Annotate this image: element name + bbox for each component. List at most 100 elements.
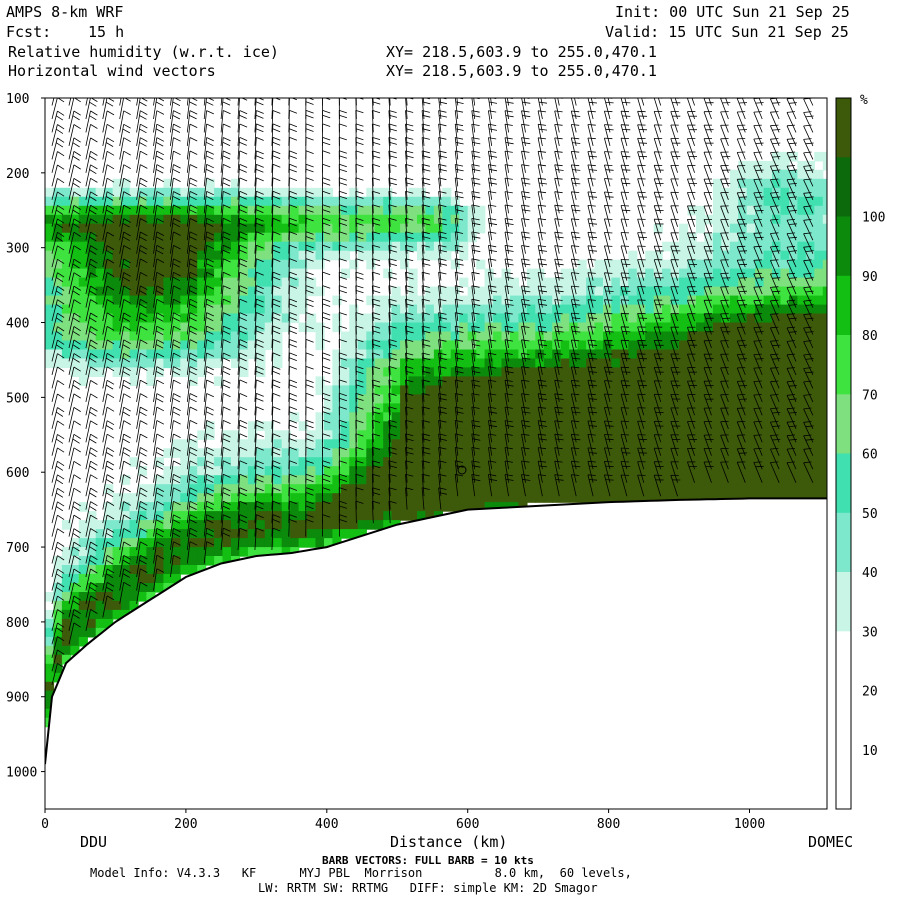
rh-cell <box>501 493 511 503</box>
wind-barb <box>102 272 108 295</box>
rh-cell <box>510 430 520 440</box>
rh-cell <box>129 502 139 512</box>
rh-cell <box>493 340 503 351</box>
wind-barb <box>51 447 58 470</box>
wind-barb-flag <box>405 298 414 302</box>
rh-cell <box>459 358 469 369</box>
rh-cell <box>154 367 164 377</box>
rh-cell <box>721 367 731 377</box>
rh-cell <box>324 457 334 467</box>
rh-cell <box>197 259 207 270</box>
wind-barb-flag <box>140 258 148 264</box>
rh-cell <box>307 439 317 449</box>
wind-barb-flag <box>322 150 331 154</box>
rh-cell <box>315 241 325 252</box>
rh-cell <box>611 385 621 395</box>
wind-barb-flag <box>205 370 214 376</box>
wind-barb-flag <box>272 204 281 209</box>
rh-cell <box>222 196 232 207</box>
wind-barb-flag <box>172 115 181 120</box>
wind-barb-flag <box>189 290 197 295</box>
rh-cell <box>696 205 706 216</box>
wind-barb <box>51 380 58 402</box>
rh-cell <box>662 322 672 333</box>
wind-barb <box>102 568 108 591</box>
rh-cell <box>670 412 680 422</box>
rh-cell <box>163 358 173 369</box>
wind-barb-flag <box>322 137 331 141</box>
rh-cell <box>324 187 334 198</box>
rh-cell <box>239 439 249 449</box>
rh-cell <box>87 358 97 369</box>
rh-cell <box>112 187 122 198</box>
rh-cell <box>704 439 714 449</box>
wind-barb <box>237 123 241 146</box>
rh-cell <box>645 322 655 333</box>
rh-cell <box>180 475 190 485</box>
wind-barb <box>51 232 58 254</box>
rh-cell <box>425 331 435 342</box>
rh-cell <box>357 475 367 485</box>
rh-cell <box>425 412 435 422</box>
wind-barb <box>203 474 207 497</box>
wind-barb <box>119 326 125 349</box>
wind-barb <box>136 514 141 537</box>
rh-cell <box>653 259 663 270</box>
wind-barb-flag <box>206 339 214 344</box>
wind-barb-flag <box>205 411 214 416</box>
wind-barb <box>254 98 256 106</box>
wind-barb-flag <box>106 218 115 224</box>
rh-cell <box>746 214 756 225</box>
rh-cell <box>188 304 198 315</box>
wind-barb-flag <box>223 137 231 142</box>
valid-time: Valid: 15 UTC Sun 21 Sep 25 <box>605 23 849 41</box>
rh-cell <box>171 448 181 458</box>
rh-cell <box>383 466 393 476</box>
wind-barb <box>220 501 224 524</box>
rh-cell <box>450 196 460 207</box>
rh-cell <box>357 349 367 360</box>
rh-cell <box>501 430 511 440</box>
wind-barb-flag <box>57 514 65 520</box>
rh-cell <box>493 304 503 315</box>
rh-cell <box>298 466 308 476</box>
rh-cell <box>357 412 367 422</box>
rh-cell <box>205 205 215 216</box>
wind-barb-flag <box>239 492 247 497</box>
wind-barb <box>51 582 58 604</box>
rh-cell <box>594 493 604 503</box>
rh-cell <box>222 187 232 198</box>
wind-barb-flag <box>222 101 231 106</box>
rh-cell <box>729 484 739 494</box>
rh-cell <box>729 475 739 485</box>
wind-barb <box>85 178 91 200</box>
rh-cell <box>366 511 376 521</box>
wind-barb-flag <box>405 339 414 342</box>
rh-cell <box>349 385 359 395</box>
rh-cell <box>129 556 139 566</box>
rh-cell <box>374 475 384 485</box>
rh-cell <box>687 421 697 431</box>
wind-barb-flag <box>289 446 298 451</box>
rh-cell <box>417 511 427 521</box>
rh-cell <box>552 340 562 351</box>
wind-barb-flag <box>207 98 214 101</box>
rh-cell <box>721 331 731 342</box>
wind-barb-flag <box>57 353 65 359</box>
rh-cell <box>121 547 131 557</box>
rh-cell <box>704 466 714 476</box>
wind-barb <box>220 366 224 389</box>
wind-barb <box>371 258 374 281</box>
wind-barb <box>288 352 290 375</box>
wind-barb-flag <box>289 487 298 491</box>
wind-barb-flag <box>90 231 98 237</box>
wind-barb-flag <box>322 123 331 127</box>
rh-cell <box>324 214 334 225</box>
wind-barb-flag <box>156 501 165 506</box>
rh-cell <box>594 466 604 476</box>
terrain-mask <box>45 498 827 809</box>
rh-cell <box>197 358 207 369</box>
rh-cell <box>611 421 621 431</box>
rh-cell <box>729 268 739 279</box>
wind-barb-flag <box>305 478 314 483</box>
